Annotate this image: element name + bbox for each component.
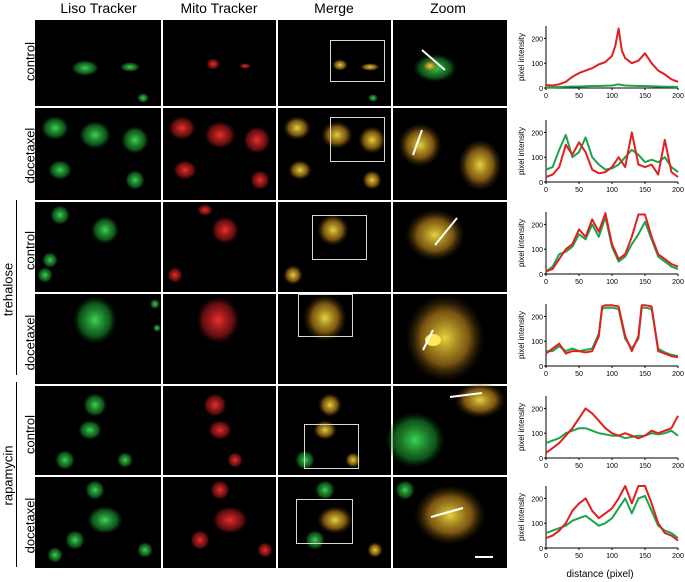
chart-3-y-tick-label: 200 xyxy=(531,314,543,321)
row2-cells xyxy=(41,116,502,191)
chart-5-series-green xyxy=(545,494,679,539)
zoom-box-row2 xyxy=(330,117,385,162)
chart-4-y-tick-label: 200 xyxy=(531,406,543,413)
chart-3-x-tick-label: 50 xyxy=(575,371,583,378)
chart-0-x-tick-label: 0 xyxy=(544,93,548,100)
chart-2-y-tick-label: 100 xyxy=(531,247,543,254)
microscopy-grid xyxy=(35,20,507,568)
row4-cells xyxy=(73,294,485,382)
group-bracket-trehalose xyxy=(16,200,17,375)
chart-3-series-red xyxy=(545,304,679,359)
column-header-liso: Liso Tracker xyxy=(60,0,137,16)
chart-0-x-tick-label: 50 xyxy=(575,93,583,100)
chart-5-x-tick-label: 150 xyxy=(639,553,651,560)
x-axis-title: distance (pixel) xyxy=(566,569,634,580)
row5-cells xyxy=(55,382,506,470)
row6-cells xyxy=(47,480,493,563)
chart-0-y-label: pixel intensity xyxy=(517,33,526,81)
chart-5-y-tick-label: 100 xyxy=(531,521,543,528)
chart-1-x-tick-label: 200 xyxy=(672,187,684,194)
chart-4-x-tick-label: 0 xyxy=(544,463,548,470)
chart-4-y-tick-label: 100 xyxy=(531,431,543,438)
chart-2-series-red xyxy=(545,212,679,273)
chart-1-y-tick-label: 100 xyxy=(531,155,543,162)
chart-2-y-label: pixel intensity xyxy=(517,219,526,267)
chart-5-x-tick-label: 100 xyxy=(606,553,618,560)
chart-2-x-tick-label: 50 xyxy=(575,279,583,286)
chart-5-x-tick-label: 200 xyxy=(672,553,684,560)
chart-1-x-tick-label: 100 xyxy=(606,187,618,194)
chart-3-x-tick-label: 100 xyxy=(606,371,618,378)
group-bracket-rapamycin xyxy=(16,382,17,567)
zoom-box-row6 xyxy=(296,499,353,544)
zoom-box-row1 xyxy=(330,40,385,82)
chart-2-x-tick-label: 150 xyxy=(639,279,651,286)
chart-2-y-tick-label: 0 xyxy=(539,272,543,279)
chart-1-x-tick-label: 0 xyxy=(544,187,548,194)
chart-3-x-tick-label: 150 xyxy=(639,371,651,378)
chart-2-x-tick-label: 100 xyxy=(606,279,618,286)
chart-3-y-tick-label: 100 xyxy=(531,339,543,346)
chart-1-series-green xyxy=(545,133,679,173)
chart-0-series-red xyxy=(545,27,679,87)
chart-0-x-tick-label: 100 xyxy=(606,93,618,100)
zoom-box-row3 xyxy=(312,215,367,260)
chart-1-y-tick-label: 200 xyxy=(531,130,543,137)
chart-0-series-green xyxy=(546,83,679,89)
chart-4-y-label: pixel intensity xyxy=(517,403,526,451)
chart-1-y-tick-label: 0 xyxy=(539,180,543,187)
chart-1-x-tick-label: 50 xyxy=(575,187,583,194)
chart-4-y-tick-label: 0 xyxy=(539,456,543,463)
chart-4-x-tick-label: 150 xyxy=(639,463,651,470)
chart-2-x-tick-label: 0 xyxy=(544,279,548,286)
chart-1-series-red xyxy=(545,131,679,178)
chart-1-y-label: pixel intensity xyxy=(517,127,526,175)
chart-3-y-label: pixel intensity xyxy=(517,311,526,359)
chart-5-series-red xyxy=(545,485,679,542)
chart-3-x-tick-label: 200 xyxy=(672,371,684,378)
group-label-rapamycin: rapamycin xyxy=(0,445,16,506)
chart-5-x-tick-label: 50 xyxy=(575,553,583,560)
intensity-profile-charts: pixel intensity 0 100 200 0 50 100 150 200 pixel … xyxy=(517,26,684,560)
chart-0-y-tick-label: 200 xyxy=(531,36,543,43)
chart-3-x-tick-label: 0 xyxy=(544,371,548,378)
zoom-box-row5 xyxy=(304,424,359,469)
chart-4-x-tick-label: 100 xyxy=(606,463,618,470)
chart-4-series-red xyxy=(545,407,679,454)
row3-cells xyxy=(37,204,465,285)
group-label-trehalose: trehalose xyxy=(0,262,16,317)
chart-2-y-tick-label: 200 xyxy=(531,222,543,229)
chart-5-y-label: pixel intensity xyxy=(517,493,526,541)
chart-5-x-tick-label: 0 xyxy=(544,553,548,560)
chart-0-y-tick-label: 100 xyxy=(531,61,543,68)
column-header-mito: Mito Tracker xyxy=(180,0,258,16)
chart-4-x-tick-label: 200 xyxy=(672,463,684,470)
chart-1-x-tick-label: 150 xyxy=(639,187,651,194)
chart-5-y-tick-label: 0 xyxy=(539,546,543,553)
chart-0-x-tick-label: 150 xyxy=(639,93,651,100)
zoom-box-row4 xyxy=(298,294,353,337)
column-header-merge: Merge xyxy=(314,0,354,16)
chart-3-y-tick-label: 0 xyxy=(539,364,543,371)
column-header-zoom: Zoom xyxy=(430,0,466,16)
chart-0-x-tick-label: 200 xyxy=(672,93,684,100)
row1-cells xyxy=(71,49,457,103)
chart-0-y-tick-label: 0 xyxy=(539,86,543,93)
chart-2-x-tick-label: 200 xyxy=(672,279,684,286)
chart-5-y-tick-label: 200 xyxy=(531,496,543,503)
chart-4-x-tick-label: 50 xyxy=(575,463,583,470)
